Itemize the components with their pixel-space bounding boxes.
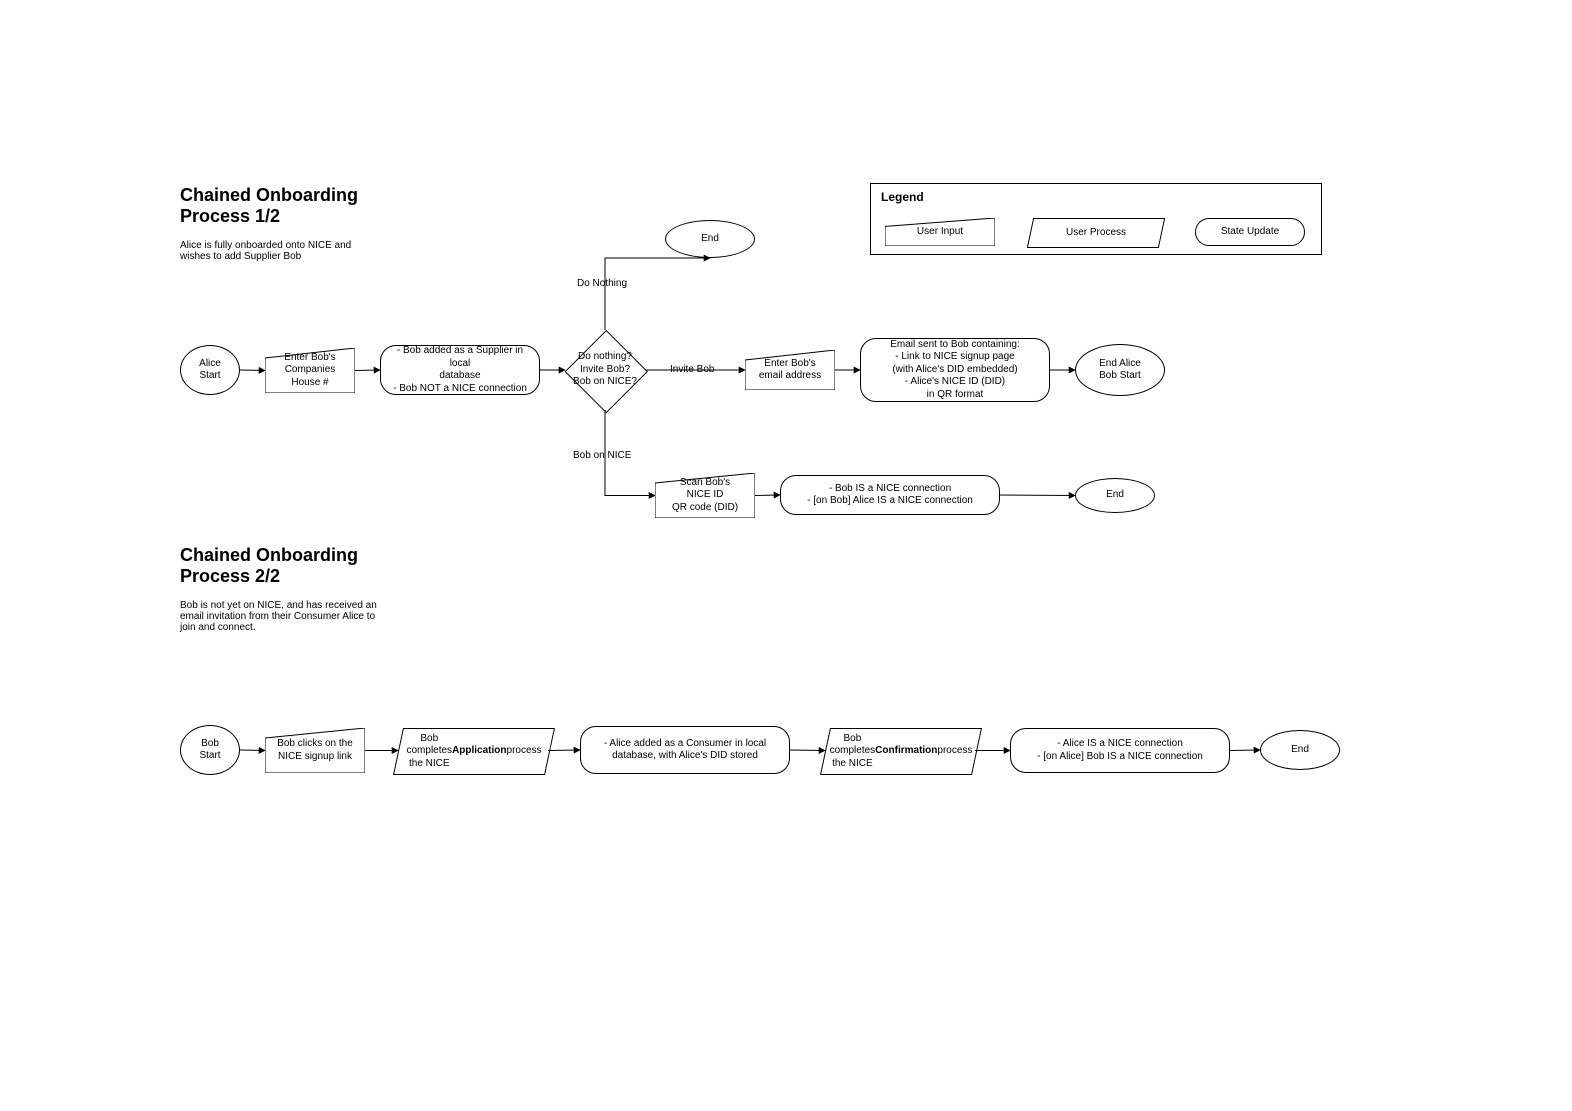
node-end-final-label: End [1291,744,1309,757]
node-end-alice-bob: End AliceBob Start [1075,344,1165,396]
node-scan-qr-label: Scan Bob'sNICE IDQR code (DID) [655,473,755,518]
node-enter-companies-label: Enter Bob'sCompaniesHouse # [265,348,355,393]
section1-title: Chained OnboardingProcess 1/2 [180,185,358,227]
node-enter-companies: Enter Bob'sCompaniesHouse # [265,348,355,393]
node-alice-start-label: AliceStart [199,358,221,383]
node-bob-clicks: Bob clicks on theNICE signup link [265,728,365,773]
edge-label-do-nothing: Do Nothing [577,278,627,289]
legend-user-process-label: User Process [1031,219,1161,247]
node-bob-app: Bob completes the NICEApplication proces… [393,728,555,775]
legend-state-update: State Update [1195,218,1305,246]
node-bob-start: BobStart [180,725,240,775]
legend-user-input: User Input [885,218,995,246]
canvas: Chained OnboardingProcess 1/2 Alice is f… [0,0,1572,1111]
node-email-sent-label: Email sent to Bob containing:- Link to N… [890,339,1020,402]
node-decision-label: Do nothing?Invite Bob?Bob on NICE? [565,330,645,410]
node-alice-is-conn-label: - Alice IS a NICE connection- [on Alice]… [1037,738,1203,763]
node-email-sent: Email sent to Bob containing:- Link to N… [860,338,1050,402]
section2-title: Chained OnboardingProcess 2/2 [180,545,358,587]
node-enter-email-label: Enter Bob'semail address [745,350,835,390]
node-bob-confirm: Bob completes the NICEConfirmation proce… [820,728,982,775]
node-bob-start-label: BobStart [199,738,220,763]
section2-subtitle: Bob is not yet on NICE, and has received… [180,600,377,633]
node-end-final: End [1260,730,1340,770]
node-bob-app-label: Bob completes the NICEApplication proces… [399,729,549,774]
node-end-alice-bob-label: End AliceBob Start [1099,358,1141,383]
node-added-supplier: - Bob added as a Supplier in localdataba… [380,345,540,395]
node-bob-confirm-label: Bob completes the NICEConfirmation proce… [826,729,976,774]
edge-label-invite-bob: Invite Bob [670,364,714,375]
node-alice-is-conn: - Alice IS a NICE connection- [on Alice]… [1010,728,1230,773]
edge-label-bob-on-nice: Bob on NICE [573,450,631,461]
node-bob-is-conn-label: - Bob IS a NICE connection- [on Bob] Ali… [807,483,973,508]
node-alice-added-label: - Alice added as a Consumer in localdata… [604,738,766,763]
legend-title: Legend [881,190,924,204]
node-scan-qr: Scan Bob'sNICE IDQR code (DID) [655,473,755,518]
node-bob-clicks-label: Bob clicks on theNICE signup link [265,728,365,773]
node-decision: Do nothing?Invite Bob?Bob on NICE? [565,330,645,410]
node-end-bottom: End [1075,478,1155,513]
section1-subtitle: Alice is fully onboarded onto NICE andwi… [180,240,351,262]
node-end-top: End [665,220,755,258]
legend-user-input-label: User Input [885,218,995,246]
node-end-top-label: End [701,233,719,246]
legend-user-process: User Process [1027,218,1165,248]
node-bob-is-conn: - Bob IS a NICE connection- [on Bob] Ali… [780,475,1000,515]
node-added-supplier-label: - Bob added as a Supplier in localdataba… [387,345,533,395]
node-end-bottom-label: End [1106,489,1124,502]
node-alice-start: AliceStart [180,345,240,395]
legend-state-update-label: State Update [1221,226,1279,239]
node-enter-email: Enter Bob'semail address [745,350,835,390]
node-alice-added: - Alice added as a Consumer in localdata… [580,726,790,774]
